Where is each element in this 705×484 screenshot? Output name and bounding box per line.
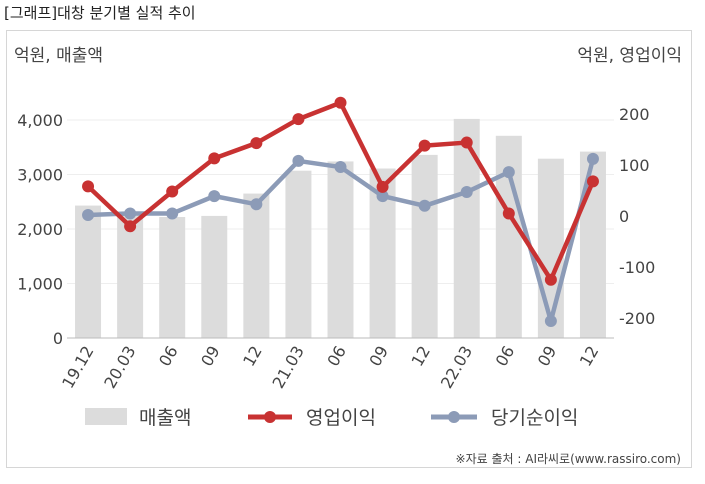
left-tick-label: 0 [53, 329, 63, 348]
x-axis-ticks: 19.12 20.03 06 09 12 21.03 06 09 12 22.03 06 09 12 [58, 343, 602, 392]
x-tick-label: 12 [239, 343, 266, 370]
legend-marker-net [448, 411, 460, 423]
left-axis-ticks: 0 1,000 2,000 3,000 4,000 [17, 111, 63, 348]
revenue-bar [201, 215, 228, 338]
right-axis-ticks: -200 -100 0 100 200 [619, 105, 655, 328]
revenue-bar [285, 170, 312, 338]
operating-profit-point [166, 185, 179, 198]
operating-profit-point [82, 180, 95, 193]
x-tick-label: 19.12 [58, 343, 97, 392]
net-profit-point [586, 152, 599, 165]
legend-label-net: 당기순이익 [491, 407, 578, 429]
x-tick-label: 12 [407, 343, 434, 370]
x-tick-label: 20.03 [100, 343, 139, 392]
legend: 매출액 영업이익 당기순이익 [85, 407, 578, 429]
revenue-bar [117, 213, 144, 338]
legend-swatch-revenue [85, 408, 127, 425]
operating-profit-point [418, 139, 431, 152]
x-tick-label: 09 [365, 343, 392, 370]
right-tick-label: -200 [619, 309, 655, 328]
revenue-bars [75, 118, 606, 338]
source-note: ※자료 출처 : AI라씨로(www.rassiro.com) [456, 452, 681, 466]
net-profit-point [292, 154, 305, 167]
operating-profit-point [334, 96, 347, 109]
right-tick-label: -100 [619, 258, 655, 277]
revenue-bar [159, 217, 186, 338]
x-tick-label: 12 [576, 343, 603, 370]
operating-profit-point [460, 136, 473, 149]
net-profit-point [166, 207, 179, 220]
legend-label-operating: 영업이익 [306, 407, 376, 429]
right-tick-label: 200 [619, 105, 650, 124]
net-profit-point [376, 190, 389, 203]
left-axis-label: 억원, 매출액 [14, 46, 103, 66]
x-tick-label: 06 [492, 343, 519, 370]
x-tick-label: 22.03 [437, 343, 476, 392]
net-profit-point [334, 161, 347, 174]
net-profit-point [460, 186, 473, 199]
operating-profit-point [124, 220, 137, 233]
net-profit-point [502, 166, 515, 179]
chart-caption: [그래프]대창 분기별 실적 추이 [4, 4, 196, 22]
operating-profit-point [250, 137, 263, 150]
left-tick-label: 3,000 [17, 166, 63, 185]
operating-profit-point [502, 207, 515, 220]
revenue-bar [411, 154, 438, 338]
x-tick-label: 09 [197, 343, 224, 370]
revenue-bar [537, 158, 564, 338]
left-tick-label: 2,000 [17, 220, 63, 239]
revenue-bar [453, 118, 480, 338]
x-tick-label: 06 [323, 343, 350, 370]
net-profit-point [250, 198, 263, 211]
x-tick-label: 21.03 [269, 343, 308, 392]
legend-label-revenue: 매출액 [139, 407, 191, 429]
revenue-bar [495, 135, 522, 338]
operating-profit-point [586, 175, 599, 188]
revenue-bar [75, 205, 102, 338]
operating-profit-point [376, 180, 389, 193]
net-profit-point [418, 199, 431, 212]
right-tick-label: 100 [619, 156, 650, 175]
net-profit-point [544, 315, 557, 328]
net-profit-point [208, 190, 221, 203]
legend-marker-operating [264, 411, 276, 423]
net-profit-point [82, 208, 95, 221]
left-tick-label: 4,000 [17, 111, 63, 130]
left-tick-label: 1,000 [17, 275, 63, 294]
profit-lines [82, 96, 599, 328]
x-tick-label: 06 [155, 343, 182, 370]
right-axis-label: 억원, 영업이익 [577, 46, 682, 66]
net-profit-point [124, 207, 137, 220]
revenue-bar [327, 161, 354, 338]
revenue-bar [243, 193, 270, 338]
right-tick-label: 0 [619, 207, 629, 226]
operating-profit-point [544, 273, 557, 286]
operating-profit-point [292, 113, 305, 126]
x-tick-label: 09 [534, 343, 561, 370]
operating-profit-point [208, 152, 221, 165]
